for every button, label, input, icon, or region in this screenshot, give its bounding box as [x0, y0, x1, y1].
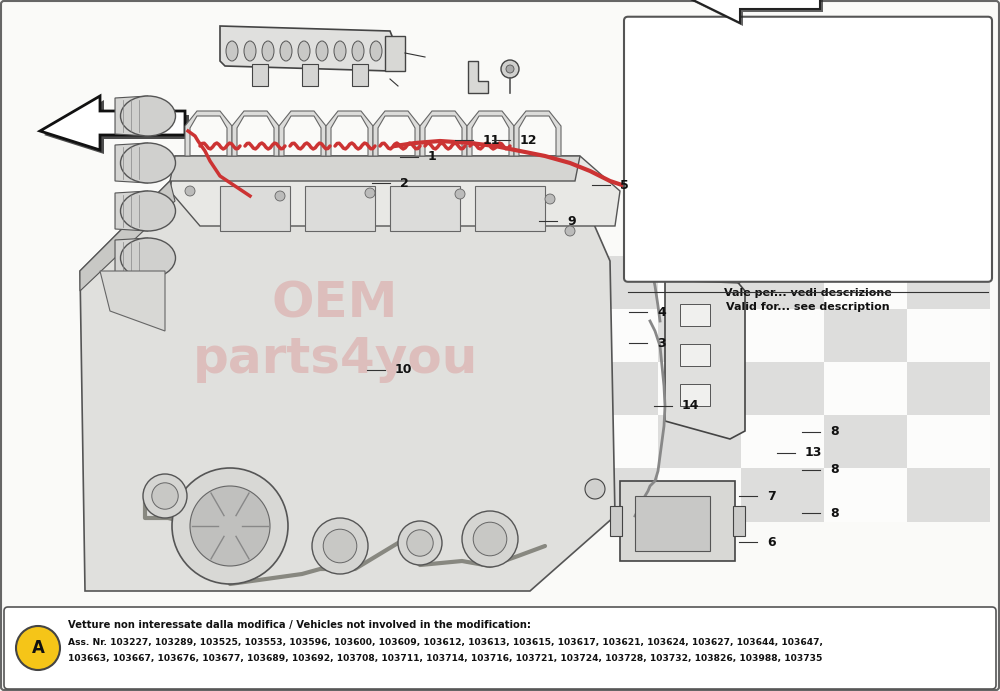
Ellipse shape [370, 41, 382, 61]
Text: 10: 10 [395, 363, 413, 376]
Ellipse shape [334, 41, 346, 61]
Bar [824, 415, 907, 468]
Bar [824, 468, 907, 522]
Ellipse shape [120, 191, 176, 231]
Bar [658, 309, 741, 362]
Ellipse shape [388, 41, 400, 61]
Ellipse shape [280, 41, 292, 61]
Bar [663, 265, 671, 273]
Circle shape [700, 251, 710, 261]
Polygon shape [80, 181, 175, 291]
Circle shape [190, 486, 270, 566]
Text: A: A [32, 639, 44, 657]
Bar [680, 344, 710, 366]
Circle shape [16, 626, 60, 670]
Circle shape [152, 483, 178, 509]
Text: 5: 5 [620, 179, 629, 191]
Polygon shape [115, 238, 148, 278]
Text: OEM
parts4you: OEM parts4you [192, 279, 478, 383]
Polygon shape [514, 111, 561, 156]
Text: 9: 9 [567, 215, 576, 227]
Bar [635, 496, 710, 551]
Polygon shape [115, 96, 148, 136]
Text: Valid for... see description: Valid for... see description [726, 302, 890, 312]
Text: 1: 1 [428, 151, 437, 163]
Polygon shape [326, 111, 373, 156]
Ellipse shape [262, 41, 274, 61]
Ellipse shape [244, 41, 256, 61]
Text: Vale per... vedi descrizione: Vale per... vedi descrizione [724, 287, 892, 298]
Text: 13: 13 [805, 446, 822, 459]
Circle shape [473, 522, 507, 556]
Circle shape [143, 474, 187, 518]
Polygon shape [40, 96, 185, 150]
Bar [741, 468, 824, 522]
Polygon shape [665, 273, 745, 439]
Bar [610, 506, 622, 536]
Polygon shape [420, 111, 467, 156]
Bar [385, 36, 405, 71]
Polygon shape [688, 0, 823, 26]
Text: 14: 14 [682, 399, 700, 412]
Text: 2: 2 [400, 177, 409, 189]
Bar [390, 186, 460, 231]
Bar [907, 468, 990, 522]
FancyBboxPatch shape [4, 607, 996, 689]
Bar [680, 384, 710, 406]
Text: 8: 8 [830, 464, 839, 476]
Bar [575, 362, 658, 415]
Circle shape [455, 189, 465, 199]
Bar [658, 362, 741, 415]
Bar [252, 64, 268, 86]
Bar [658, 468, 741, 522]
Polygon shape [170, 156, 580, 181]
Bar [741, 256, 824, 309]
Circle shape [398, 521, 442, 565]
Circle shape [565, 226, 575, 236]
Circle shape [185, 186, 195, 196]
Ellipse shape [352, 41, 364, 61]
Bar [658, 256, 741, 309]
Bar [302, 64, 318, 86]
Text: 12: 12 [520, 134, 538, 146]
Bar [733, 506, 745, 536]
Polygon shape [467, 111, 514, 156]
Circle shape [365, 188, 375, 198]
Circle shape [642, 195, 658, 211]
Circle shape [275, 191, 285, 201]
Text: 3: 3 [657, 337, 666, 350]
Bar [658, 415, 741, 468]
Polygon shape [468, 61, 488, 93]
Text: Ass. Nr. 103227, 103289, 103525, 103553, 103596, 103600, 103609, 103612, 103613,: Ass. Nr. 103227, 103289, 103525, 103553,… [68, 638, 823, 647]
Bar [352, 64, 368, 86]
Polygon shape [170, 156, 620, 226]
Text: 7: 7 [767, 490, 776, 502]
Circle shape [407, 530, 433, 556]
Text: 6: 6 [767, 536, 776, 549]
Polygon shape [685, 251, 740, 283]
Circle shape [506, 65, 514, 73]
Bar [575, 415, 658, 468]
Polygon shape [232, 111, 279, 156]
Ellipse shape [120, 96, 176, 136]
Bar [475, 186, 545, 231]
Bar [660, 254, 695, 276]
Circle shape [323, 529, 357, 562]
Text: 103663, 103667, 103676, 103677, 103689, 103692, 103708, 103711, 103714, 103716, : 103663, 103667, 103676, 103677, 103689, … [68, 654, 822, 663]
FancyBboxPatch shape [624, 17, 992, 282]
Bar [620, 481, 735, 561]
Polygon shape [100, 271, 165, 331]
Circle shape [545, 194, 555, 204]
Circle shape [585, 479, 605, 499]
Bar [741, 362, 824, 415]
Ellipse shape [120, 143, 176, 183]
Bar [824, 256, 907, 309]
Text: 11: 11 [483, 134, 501, 146]
Text: 8: 8 [830, 507, 839, 520]
Bar [907, 256, 990, 309]
Bar [680, 304, 710, 326]
Bar [907, 415, 990, 468]
Bar [741, 415, 824, 468]
Bar [907, 362, 990, 415]
